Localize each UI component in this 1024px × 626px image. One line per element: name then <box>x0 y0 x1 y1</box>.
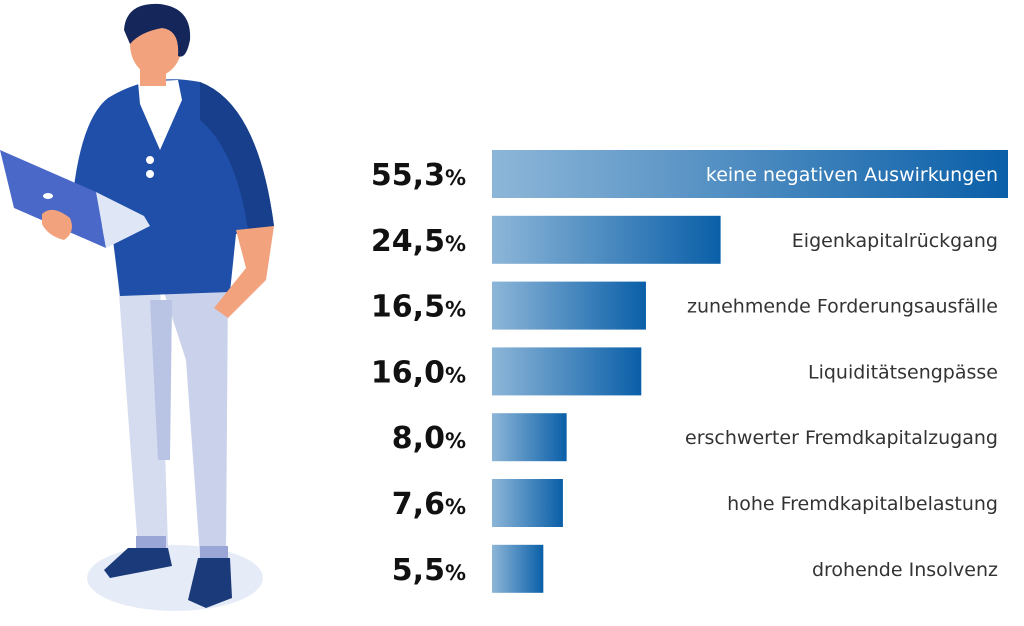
value-label: 16,0% <box>371 355 466 390</box>
person-with-laptop-icon <box>0 3 274 611</box>
bar <box>492 544 544 593</box>
category-label: hohe Fremdkapitalbelastung <box>727 493 998 515</box>
bar <box>492 347 642 396</box>
bars-group: 55,3% keine negativen Auswirkungen 24,5% Ei… <box>371 150 1008 593</box>
value-label: 8,0% <box>392 421 466 456</box>
bar <box>492 215 721 264</box>
category-label: Eigenkapitalrückgang <box>792 230 998 252</box>
value-label: 55,3% <box>371 158 466 193</box>
category-label: keine negativen Auswirkungen <box>706 164 998 186</box>
bar <box>492 413 567 462</box>
category-label: erschwerter Fremdkapitalzugang <box>685 427 998 449</box>
category-label: zunehmende Forderungsausfälle <box>687 296 998 318</box>
value-label: 24,5% <box>371 224 466 259</box>
value-label: 7,6% <box>392 487 466 522</box>
category-label: drohende Insolvenz <box>812 559 998 581</box>
category-label: Liquiditätsengpässe <box>808 361 998 383</box>
value-label: 16,5% <box>371 290 466 325</box>
bar <box>492 150 1008 198</box>
bar <box>492 281 646 330</box>
value-label: 5,5% <box>392 553 466 588</box>
bar <box>492 479 563 527</box>
